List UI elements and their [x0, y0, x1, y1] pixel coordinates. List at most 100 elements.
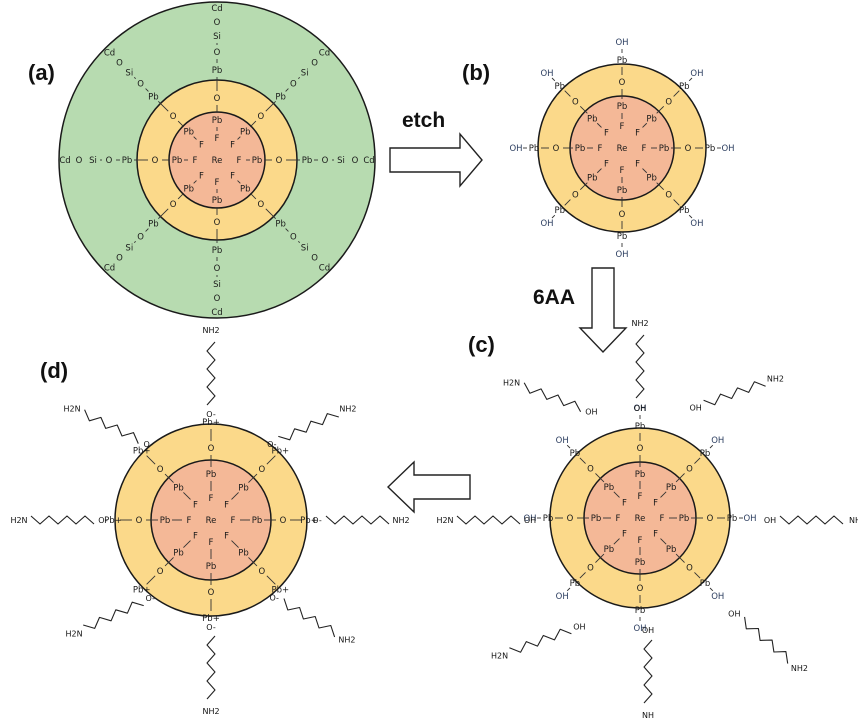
lead-atom: Pb	[148, 92, 159, 102]
oxygen-atom: O	[352, 156, 359, 166]
bond-line	[145, 228, 149, 232]
hydroxyl-group: OH	[540, 219, 553, 229]
lead-cation: Pb+	[271, 585, 289, 595]
silicon-atom: Si	[125, 244, 133, 254]
bond-line	[694, 457, 701, 464]
bond-line	[249, 192, 257, 200]
carboxylate-group: O-	[270, 594, 280, 603]
oxygen-atom: O	[76, 156, 83, 166]
fluorine-atom: F	[616, 514, 621, 524]
aminohexanoic-chain	[456, 515, 521, 525]
fluorine-atom: F	[193, 532, 198, 542]
bond-line	[248, 473, 258, 483]
bond-line	[596, 122, 602, 128]
carboxylic-acid-group: OH	[642, 626, 654, 635]
oxygen-atom: O	[686, 563, 693, 573]
oxygen-atom: O	[157, 567, 164, 577]
left-arrow-shape	[386, 460, 471, 514]
lead-atom: Pb	[173, 483, 184, 493]
carboxylic-acid-group: OH	[728, 610, 740, 619]
bond-line	[183, 540, 191, 548]
oxygen-atom: O	[116, 58, 123, 68]
lead-atom: Pb	[275, 92, 286, 102]
amine-group: NH2	[202, 707, 219, 716]
hydroxyl-group: OH	[711, 436, 724, 446]
fluorine-atom: F	[660, 514, 665, 524]
lead-atom: Pb	[183, 128, 194, 138]
lead-atom: Pb	[238, 483, 249, 493]
fluorine-atom: F	[642, 144, 647, 154]
rhenium-atom: Re	[206, 516, 217, 526]
bond-line	[146, 575, 156, 585]
lead-atom: Pb	[679, 206, 690, 216]
bond-line	[249, 120, 257, 128]
hydroxyl-group: OH	[721, 144, 734, 154]
lead-atom: Pb	[700, 579, 711, 589]
lead-atom: Pb	[679, 82, 690, 92]
oxygen-atom: O	[136, 516, 143, 526]
amine-group: H2N	[65, 630, 82, 639]
oxygen-atom: O	[553, 144, 560, 154]
carboxylic-acid-group: OH	[634, 404, 646, 413]
fluorine-atom: F	[209, 494, 214, 504]
bond-line	[613, 538, 620, 545]
lead-atom: Pb	[587, 114, 598, 124]
carboxylic-acid-group: OH	[585, 407, 597, 416]
silicon-atom: Si	[213, 32, 221, 42]
amine-group: NH2	[202, 326, 219, 335]
bond-line	[146, 455, 156, 465]
bond-line	[660, 538, 667, 545]
bond-line	[285, 228, 289, 232]
fluorine-atom: F	[635, 128, 640, 138]
carboxylate-group: O-	[143, 440, 153, 449]
hydroxyl-group: OH	[633, 404, 646, 414]
bond-line	[709, 444, 714, 449]
oxygen-atom: O	[259, 465, 266, 475]
fluorine-atom: F	[237, 156, 242, 166]
amine-group: H2N	[10, 516, 27, 525]
aminohexanoic-chain	[643, 639, 653, 704]
hydroxyl-group: OH	[690, 69, 703, 79]
silicon-atom: Si	[89, 156, 97, 166]
bond-line	[613, 491, 620, 498]
lead-atom: Pb	[543, 514, 554, 524]
lead-atom: Pb	[604, 545, 615, 555]
lead-atom: Pb	[275, 220, 286, 230]
lead-atom: Pb	[666, 545, 677, 555]
lead-atom: Pb	[212, 116, 223, 126]
cadmium-atom: Cd	[104, 49, 115, 59]
carboxylic-acid-group: OH	[573, 623, 585, 632]
oxygen-atom: O	[665, 191, 672, 201]
spokes-d: Re F Pb O Pb+ F Pb O Pb+ F Pb O Pb+ F Pb O Pb+ F Pb O Pb+ F Pb…	[104, 418, 318, 624]
cadmium-atom: Cd	[211, 308, 222, 318]
carboxylate-group: O-	[98, 516, 108, 525]
oxygen-atom: O	[137, 232, 144, 242]
amine-group: NH2	[339, 404, 356, 413]
six-aa-arrow-shape	[578, 267, 628, 354]
spokes-b: Re F Pb O Pb OHFPbOPbOHFPbOPbOHFPbOPbOHFPbOPb…	[509, 38, 734, 260]
bond-line	[709, 587, 714, 592]
amine-group: H2N	[436, 516, 453, 525]
bond-line	[688, 77, 693, 82]
oxygen-atom: O	[214, 218, 221, 228]
fluorine-atom: F	[620, 122, 625, 132]
aminohexanoic-chain	[206, 635, 216, 700]
bond-line	[193, 136, 197, 140]
oxygen-atom: O	[208, 588, 215, 598]
panel-label-c: (c)	[468, 332, 495, 357]
bond-line	[133, 76, 137, 80]
fluorine-atom: F	[230, 172, 235, 182]
cadmium-atom: Cd	[319, 49, 330, 59]
aminohexanoic-chain	[283, 598, 336, 638]
bond-line	[579, 182, 588, 191]
hydroxyl-group: OH	[615, 250, 628, 260]
bond-line	[595, 473, 605, 483]
bond-line	[193, 180, 197, 184]
cadmium-atom: Cd	[363, 156, 374, 166]
hydroxyl-group: OH	[690, 219, 703, 229]
lead-atom: Pb	[212, 246, 223, 256]
fluorine-atom: F	[622, 530, 627, 540]
panel-d: Re F Pb O Pb+ F Pb O Pb+ F Pb O Pb+ F Pb O Pb+ F Pb O Pb+ F Pb…	[10, 326, 409, 716]
oxygen-atom: O	[214, 294, 221, 304]
